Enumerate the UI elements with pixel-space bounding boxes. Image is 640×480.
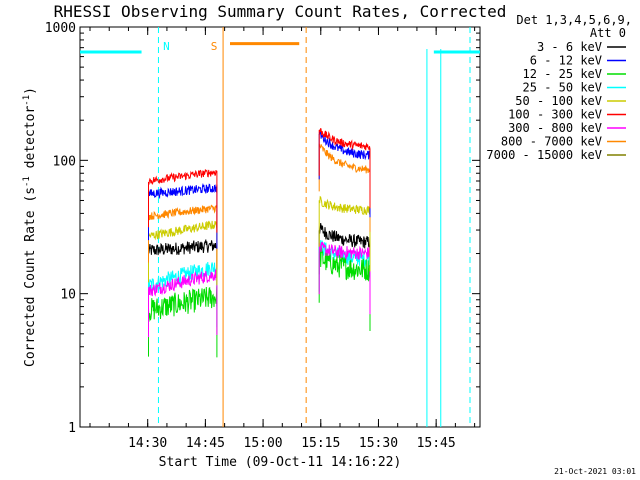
y-label-mid: detector <box>23 106 38 177</box>
y-tick-label-3: 1000 <box>45 21 76 36</box>
legend-label-3: 25 - 50 keV <box>523 81 602 95</box>
series-line-6-12-kev-seg1 <box>148 182 218 249</box>
legend-label-5: 100 - 300 keV <box>508 108 602 122</box>
legend-header-detectors: Det 1,3,4,5,6,9, <box>516 13 632 27</box>
legend-label-0: 3 - 6 keV <box>537 40 602 54</box>
series-line-800-7000-kev-seg2 <box>318 143 371 232</box>
y-axis-label: Corrected Count Rate (s-1 detector-1) <box>22 87 38 367</box>
x-tick-label-4: 15:30 <box>359 436 398 451</box>
series-line-300-800-kev-seg2 <box>318 241 371 315</box>
legend-label-7: 800 - 7000 keV <box>501 135 602 149</box>
y-tick-label-0: 1 <box>68 421 76 436</box>
x-tick-label-2: 15:00 <box>244 436 283 451</box>
series-line-6-12-kev-seg2 <box>318 129 371 218</box>
y-label-suffix: ) <box>23 87 38 95</box>
y-label-exp1: -1 <box>22 176 32 187</box>
x-tick-label-5: 15:45 <box>417 436 456 451</box>
series-line-100-300-kev-seg1 <box>148 169 218 233</box>
series-line-50-100-kev-seg2 <box>318 195 371 272</box>
x-tick-label-0: 14:30 <box>128 436 167 451</box>
chart-title: RHESSI Observing Summary Count Rates, Co… <box>54 2 507 21</box>
series-line-300-800-kev-seg1 <box>148 269 218 338</box>
y-label-prefix: Corrected Count Rate (s <box>23 187 38 367</box>
legend-label-1: 6 - 12 keV <box>530 54 602 68</box>
x-tick-label-1: 14:45 <box>186 436 225 451</box>
series-layer <box>148 128 371 358</box>
legend-label-6: 300 - 800 keV <box>508 121 602 135</box>
y-tick-label-2: 100 <box>53 154 76 169</box>
flag-label-S: S <box>211 40 218 53</box>
plot-area <box>79 26 481 428</box>
series-line-50-100-kev-seg1 <box>148 220 218 286</box>
legend-header-attenuator: Att 0 <box>590 26 626 40</box>
y-label-exp2: -1 <box>22 95 32 106</box>
x-tick-label-3: 15:15 <box>301 436 340 451</box>
flag-label-N: N <box>163 40 170 53</box>
x-axis-label: Start Time (09-Oct-11 14:16:22) <box>159 455 402 470</box>
legend-label-4: 50 - 100 keV <box>515 94 602 108</box>
footer-date: 21-Oct-2021 03:01 <box>554 467 636 476</box>
series-line-100-300-kev-seg2 <box>318 128 371 209</box>
y-tick-label-1: 10 <box>60 288 76 303</box>
series-line-800-7000-kev-seg1 <box>148 204 218 269</box>
axes-layer: 14:30 14:45 15:00 15:15 15:30 15:45 1 10 100 1000 <box>45 21 480 451</box>
legend-label-8: 7000 - 15000 keV <box>486 148 602 162</box>
series-line-3-6-kev-seg2 <box>318 222 371 304</box>
series-line-12-25-kev-seg1 <box>148 286 218 358</box>
legend-label-2: 12 - 25 keV <box>523 67 602 81</box>
plot-frame <box>79 26 481 428</box>
series-line-3-6-kev-seg1 <box>148 239 218 307</box>
series-line-12-25-kev-seg2 <box>318 247 371 331</box>
